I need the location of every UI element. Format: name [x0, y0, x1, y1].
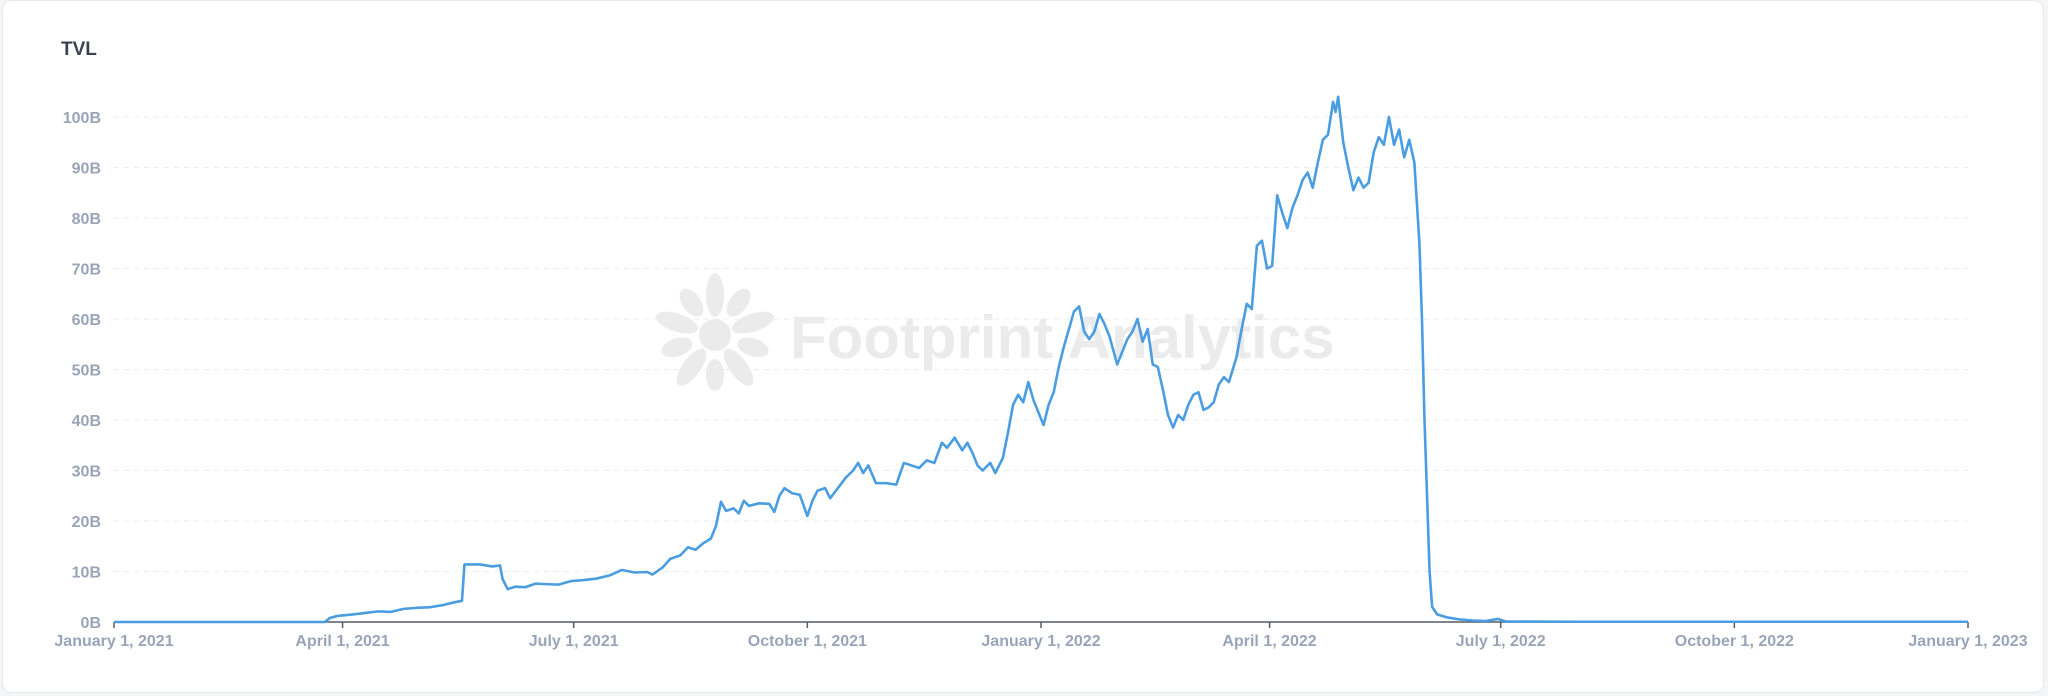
x-tick-label: January 1, 2023 — [1908, 633, 2027, 650]
x-axis-ticks: January 1, 2021 April 1, 2021 July 1, 2021… — [54, 622, 2028, 650]
watermark-text: Footprint Analytics — [790, 304, 1334, 371]
y-tick-label: 10B — [72, 565, 101, 582]
series-line-tvl — [114, 95, 1968, 624]
y-tick-label: 0B — [81, 615, 101, 632]
y-tick-label: 60B — [72, 312, 101, 329]
y-tick-label: 40B — [72, 413, 101, 430]
x-tick-label: January 1, 2021 — [54, 633, 173, 650]
footprint-logo-icon — [655, 273, 775, 391]
x-tick-label: July 1, 2022 — [1456, 633, 1546, 650]
y-tick-label: 20B — [72, 514, 101, 531]
y-tick-label: 70B — [72, 262, 101, 279]
watermark-logo: Footprint Analytics — [655, 273, 1334, 391]
x-tick-label: January 1, 2022 — [981, 633, 1100, 650]
x-tick-label: July 1, 2021 — [529, 633, 619, 650]
y-tick-label: 80B — [72, 211, 101, 228]
x-tick-label: April 1, 2022 — [1222, 633, 1316, 650]
y-axis-ticks: 0B 10B 20B 30B 40B 50B 60B 70B 80B 90B 100B — [63, 110, 101, 632]
chart-title: TVL — [61, 39, 97, 60]
y-tick-label: 90B — [72, 161, 101, 178]
y-tick-label: 100B — [63, 110, 101, 127]
x-tick-label: April 1, 2021 — [295, 633, 389, 650]
x-tick-label: October 1, 2022 — [1675, 633, 1794, 650]
y-tick-label: 30B — [72, 464, 101, 481]
y-tick-label: 50B — [72, 363, 101, 380]
x-tick-label: October 1, 2021 — [748, 633, 867, 650]
